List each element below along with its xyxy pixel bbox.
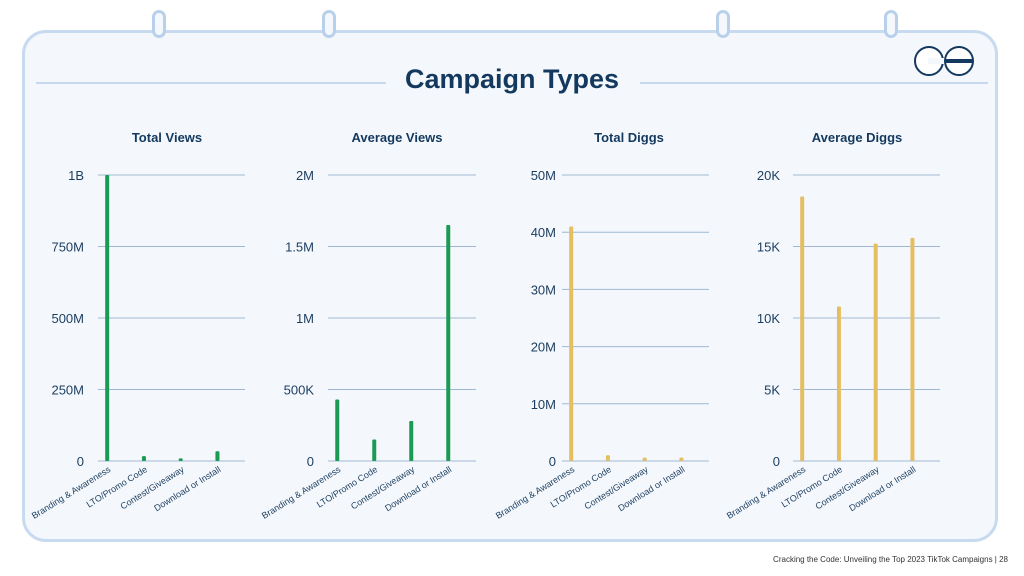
- y-tick-label: 750M: [51, 240, 84, 255]
- y-tick-label: 0: [307, 454, 314, 469]
- title-divider-left: [36, 82, 386, 84]
- y-tick-label: 1M: [296, 311, 314, 326]
- binder-ring-icon: [716, 10, 730, 38]
- footer-text: Cracking the Code: Unveiling the Top 202…: [773, 555, 1008, 564]
- y-tick-label: 20K: [757, 168, 780, 183]
- y-tick-label: 500K: [284, 383, 315, 398]
- bar: [642, 457, 647, 461]
- chart-title: Average Views: [351, 130, 442, 145]
- bar: [178, 458, 183, 461]
- bar: [335, 399, 340, 461]
- y-tick-label: 1B: [68, 168, 84, 183]
- y-tick-label: 10M: [531, 397, 556, 412]
- x-tick-label: Download or Install: [152, 464, 222, 513]
- page-title: Campaign Types: [404, 64, 620, 94]
- y-tick-label: 30M: [531, 282, 556, 297]
- chart-title: Total Diggs: [594, 130, 664, 145]
- chart-title: Average Diggs: [812, 130, 903, 145]
- bar: [836, 306, 841, 461]
- y-tick-label: 20M: [531, 340, 556, 355]
- bar: [679, 457, 684, 461]
- bar: [141, 456, 146, 461]
- chart-title: Total Views: [132, 130, 202, 145]
- x-tick-label: Download or Install: [616, 464, 686, 513]
- go-logo-icon: [912, 44, 978, 83]
- title-divider-right: [640, 82, 988, 84]
- y-tick-label: 250M: [51, 383, 84, 398]
- binder-ring-icon: [322, 10, 336, 38]
- bar: [446, 225, 451, 461]
- y-tick-label: 0: [549, 454, 556, 469]
- y-tick-label: 2M: [296, 168, 314, 183]
- y-tick-label: 0: [77, 454, 84, 469]
- bar: [215, 451, 220, 461]
- binder-ring-icon: [152, 10, 166, 38]
- slide-card: [22, 30, 998, 542]
- bar: [569, 226, 574, 461]
- bar: [873, 243, 878, 461]
- y-tick-label: 500M: [51, 311, 84, 326]
- y-tick-label: 10K: [757, 311, 780, 326]
- bar: [605, 455, 610, 461]
- y-tick-label: 15K: [757, 240, 780, 255]
- x-tick-label: Download or Install: [383, 464, 453, 513]
- bar: [800, 196, 805, 461]
- y-tick-label: 50M: [531, 168, 556, 183]
- bar: [105, 175, 110, 461]
- y-tick-label: 40M: [531, 225, 556, 240]
- bar: [372, 439, 377, 461]
- y-tick-label: 1.5M: [285, 240, 314, 255]
- y-tick-label: 0: [773, 454, 780, 469]
- bar: [910, 237, 915, 461]
- y-tick-label: 5K: [764, 383, 780, 398]
- x-tick-label: Download or Install: [847, 464, 917, 513]
- binder-ring-icon: [884, 10, 898, 38]
- bar: [409, 420, 414, 461]
